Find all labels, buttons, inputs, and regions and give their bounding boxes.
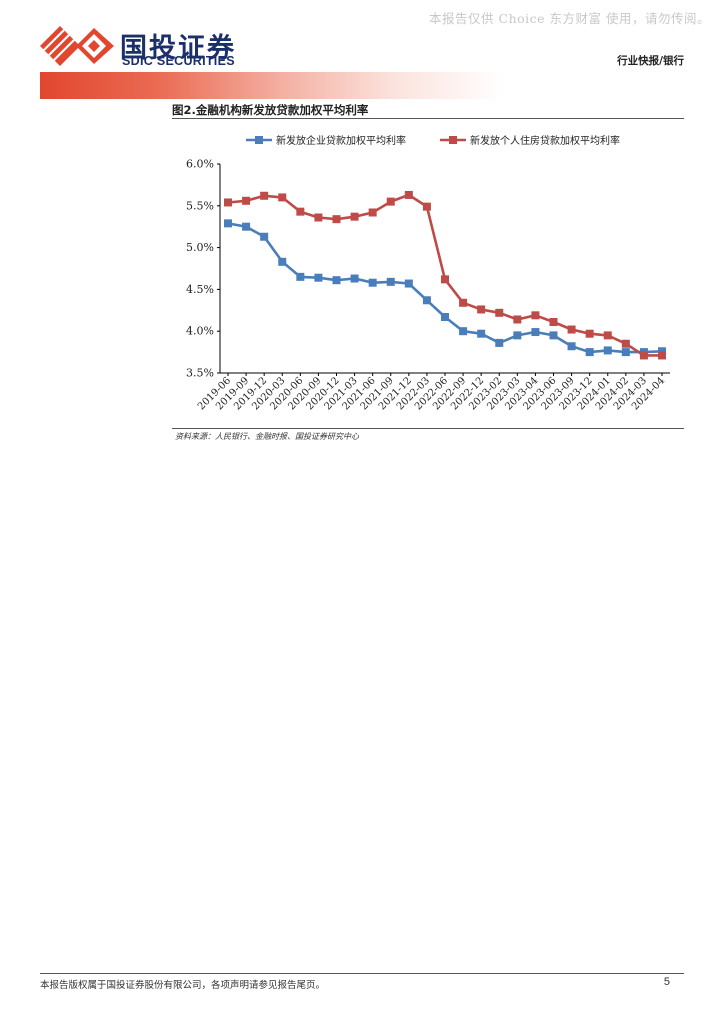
data-point <box>404 190 413 199</box>
legend-label: 新发放企业贷款加权平均利率 <box>276 134 406 147</box>
figure-top-rule <box>172 118 684 119</box>
data-point <box>386 277 395 286</box>
data-point <box>531 328 540 337</box>
legend-label: 新发放个人住房贷款加权平均利率 <box>470 134 620 147</box>
data-point <box>441 275 449 284</box>
data-point <box>422 202 431 211</box>
figure-bottom-rule <box>172 428 684 429</box>
data-point <box>314 273 323 282</box>
data-point <box>549 318 558 327</box>
watermark: 本报告仅供 Choice 东方财富 使用，请勿传阅。 <box>429 11 710 26</box>
figure-title: 图2.金融机构新发放贷款加权平均利率 <box>172 103 369 117</box>
data-point <box>368 208 377 217</box>
data-point <box>278 193 287 202</box>
data-point <box>658 347 666 356</box>
y-tick-label: 5.0% <box>186 241 214 254</box>
data-point <box>242 222 251 231</box>
data-point <box>531 311 540 320</box>
data-point <box>567 342 576 351</box>
data-point <box>585 348 594 357</box>
logo-text-cn: 国投证券 <box>120 33 236 64</box>
data-point <box>260 232 269 241</box>
data-point <box>495 308 504 317</box>
logo-text-en: SDIC SECURITIES <box>122 54 235 68</box>
legend-marker <box>449 136 457 144</box>
page-number: 5 <box>663 976 670 988</box>
data-point <box>621 339 630 348</box>
data-point <box>224 219 232 228</box>
series-line <box>227 193 662 357</box>
data-point <box>368 278 377 287</box>
chart-legend: 新发放企业贷款加权平均利率 新发放个人住房贷款加权平均利率 <box>246 134 620 147</box>
data-point <box>350 274 359 283</box>
data-point <box>224 198 232 207</box>
data-point <box>422 296 431 305</box>
data-point <box>332 276 341 285</box>
data-point <box>404 279 413 288</box>
data-point <box>296 207 305 216</box>
y-tick-label: 4.5% <box>186 283 214 296</box>
y-tick-label: 5.5% <box>186 199 214 212</box>
data-point <box>296 272 305 281</box>
data-point <box>314 213 323 222</box>
data-point <box>260 191 269 200</box>
footer-rule <box>40 973 684 974</box>
data-point <box>278 257 287 266</box>
data-point <box>603 346 612 355</box>
data-point <box>603 331 612 340</box>
data-point <box>513 315 522 324</box>
data-point <box>621 348 630 357</box>
series-line <box>227 222 663 354</box>
chart-axes: 3.5%4.0%4.5%5.0%5.5%6.0%2019-062019-0920… <box>186 158 670 413</box>
data-point <box>658 351 666 360</box>
data-point <box>549 331 558 340</box>
data-point <box>332 215 341 224</box>
data-point <box>386 197 395 206</box>
data-point <box>350 212 359 221</box>
data-point <box>242 196 251 205</box>
legend-marker <box>255 136 263 144</box>
chart-plot <box>224 190 666 360</box>
y-tick-label: 6.0% <box>186 158 214 171</box>
footer-disclaimer: 本报告版权属于国投证券股份有限公司，各项声明请参见报告尾页。 <box>40 980 326 991</box>
line-chart: 新发放企业贷款加权平均利率 新发放个人住房贷款加权平均利率 3.5% 4.0% 4.5… <box>186 134 670 413</box>
figure-source: 资料来源：人民银行、金融时报、国投证券研究中心 <box>175 432 359 441</box>
company-logo: 国投证券 SDIC SECURITIES <box>38 24 248 68</box>
data-point <box>441 312 449 321</box>
data-point <box>567 325 576 334</box>
data-point <box>459 298 468 307</box>
y-tick-label: 4.0% <box>186 325 214 338</box>
header-banner <box>40 72 684 99</box>
data-point <box>459 327 468 336</box>
data-point <box>495 338 504 347</box>
data-point <box>477 329 486 338</box>
data-point <box>585 329 594 338</box>
y-tick-label: 3.5% <box>186 367 214 380</box>
data-point <box>477 305 486 314</box>
logo-mark-icon <box>40 26 114 66</box>
data-point <box>639 351 648 360</box>
report-category: 行业快报/银行 <box>617 55 684 67</box>
data-point <box>513 331 522 340</box>
